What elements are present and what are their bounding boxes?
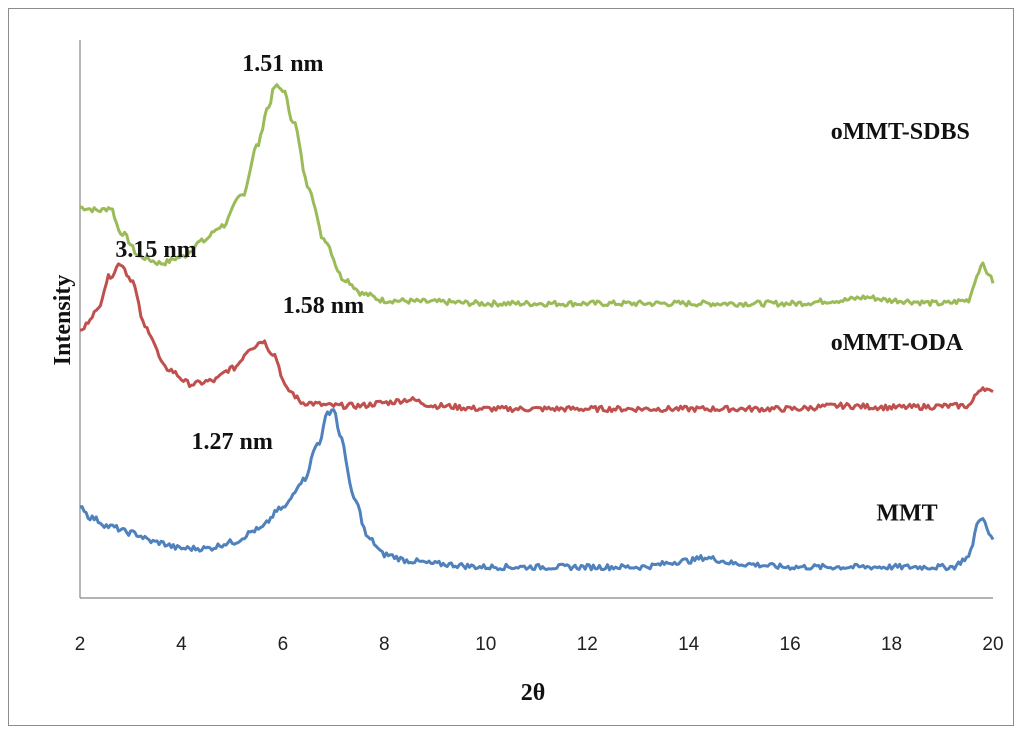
series-line-0 xyxy=(79,83,995,308)
d-spacing-annotation: 1.58 nm xyxy=(283,293,364,319)
labels-group: 1.51 nm 3.15 nm 1.58 nm 1.27 nm oMMT-SDBS oMM… xyxy=(115,51,969,527)
series-line-1 xyxy=(79,262,994,414)
series-group xyxy=(79,83,995,572)
y-axis-label: Intensity xyxy=(50,275,76,366)
d-spacing-annotation: 1.51 nm xyxy=(242,51,323,77)
x-tick-label: 8 xyxy=(379,634,390,655)
chart-frame xyxy=(8,8,1014,726)
x-tick-label: 2 xyxy=(75,634,86,655)
x-tick-label: 16 xyxy=(780,634,801,655)
d-spacing-annotation: 1.27 nm xyxy=(191,429,272,455)
series-line-2 xyxy=(79,408,995,572)
x-tick-label: 18 xyxy=(881,634,902,655)
axes: 2 4 6 8 10 12 14 16 18 20 xyxy=(75,40,1004,655)
d-spacing-annotation: 3.15 nm xyxy=(115,237,196,263)
x-tick-label: 10 xyxy=(475,634,496,655)
x-axis-label: 2θ xyxy=(521,680,546,706)
x-tick-label: 4 xyxy=(176,634,187,655)
series-label: oMMT-SDBS xyxy=(831,119,970,145)
series-label: oMMT-ODA xyxy=(831,330,964,356)
x-tick-label: 20 xyxy=(982,634,1003,655)
x-tick-label: 14 xyxy=(678,634,700,655)
x-tick-label: 12 xyxy=(577,634,598,655)
x-tick-label: 6 xyxy=(278,634,289,655)
series-label: MMT xyxy=(876,501,937,527)
